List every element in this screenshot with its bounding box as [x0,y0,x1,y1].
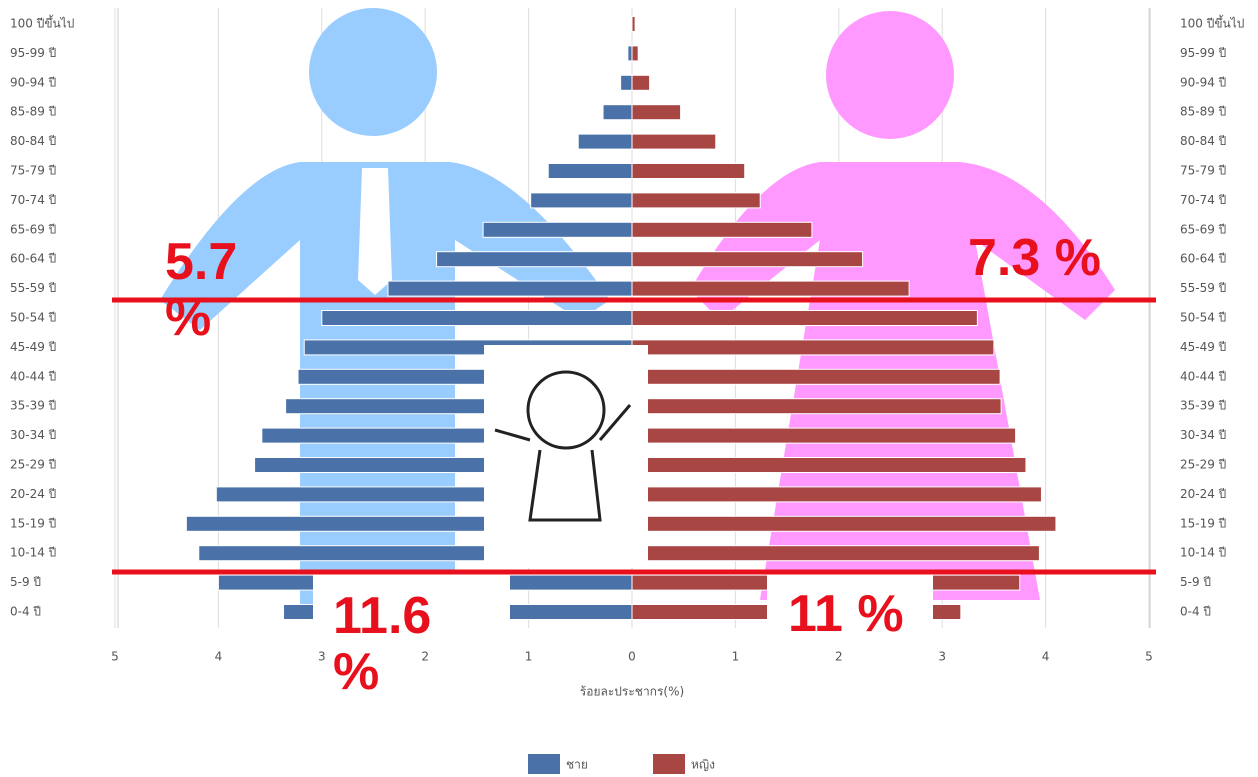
bar [631,16,636,32]
y-tick-label: 100 ปีขึ้นไป [1180,15,1244,31]
y-tick-label: 85-89 ปี [10,105,56,119]
legend-label: หญิง [691,758,715,772]
x-tick-label: 4 [215,650,223,664]
y-tick-label: 80-84 ปี [10,134,56,148]
y-tick-label: 25-29 ปี [1180,458,1226,472]
bar [482,221,633,238]
annotation: 11 % [788,585,904,643]
bar [547,163,633,179]
y-tick-label: 30-34 ปี [10,428,56,442]
illustration [484,345,648,568]
axis-title: ร้อยละประชากร(%) [580,685,684,699]
y-tick-label: 10-14 ปี [1180,546,1226,560]
x-tick-label: 2 [421,650,429,664]
y-tick-label: 70-74 ปี [10,193,56,207]
y-tick-label: 10-14 ปี [10,546,56,560]
y-tick-label: 60-64 ปี [10,252,56,266]
x-tick-label: 2 [835,650,843,664]
y-tick-label: 25-29 ปี [10,458,56,472]
y-tick-label: 35-39 ปี [1180,399,1226,413]
y-tick-label: 5-9 ปี [1180,575,1211,589]
y-tick-label: 45-49 ปี [10,340,56,354]
y-tick-label: 40-44 ปี [1180,369,1226,383]
x-tick-label: 1 [525,650,533,664]
y-tick-label: 60-64 ปี [1180,252,1226,266]
y-tick-label: 65-69 ปี [1180,222,1226,236]
bar [577,133,633,150]
y-tick-label: 20-24 ปี [10,487,56,501]
annotation: 11.6 % [333,587,432,701]
bar [631,133,717,150]
x-tick-label: 0 [628,650,636,664]
y-tick-label: 45-49 ปี [1180,340,1226,354]
bar [631,339,995,356]
bar [631,104,682,121]
bar [631,398,1002,415]
bar [631,427,1017,444]
bar [321,310,633,326]
cover [313,572,510,642]
bar [627,45,633,62]
y-tick-label: 0-4 ปี [10,605,41,619]
y-tick-label: 65-69 ปี [10,222,56,236]
x-tick-label: 5 [1145,650,1153,664]
bar [631,515,1057,532]
y-tick-label: 90-94 ปี [1180,75,1226,89]
bar [631,280,910,297]
y-tick-label: 35-39 ปี [10,399,56,413]
y-tick-label: 20-24 ปี [1180,487,1226,501]
bar [631,545,1040,562]
y-tick-label: 100 ปีขึ้นไป [10,15,74,31]
annotation: 5.7 % [165,233,238,347]
bar [631,192,761,209]
bar [631,310,978,326]
y-tick-label: 55-59 ปี [10,281,56,295]
bar [602,104,633,121]
bar [631,368,1001,385]
y-tick-label: 85-89 ปี [1180,105,1226,119]
y-tick-label: 50-54 ปี [10,311,56,325]
bar [631,45,639,62]
y-tick-label: 95-99 ปี [1180,46,1226,60]
y-tick-label: 80-84 ปี [1180,134,1226,148]
legend-swatch [528,754,560,774]
y-tick-label: 0-4 ปี [1180,605,1211,619]
x-tick-label: 5 [111,650,119,664]
y-tick-label: 15-19 ปี [1180,516,1226,530]
y-tick-label: 30-34 ปี [1180,428,1226,442]
y-tick-label: 50-54 ปี [1180,311,1226,325]
annotation: 7.3 % [968,229,1101,287]
legend-label: ชาย [566,758,588,772]
bar [631,74,651,91]
x-tick-label: 3 [318,650,326,664]
y-tick-label: 90-94 ปี [10,75,56,89]
cover [767,572,933,632]
y-tick-label: 70-74 ปี [1180,193,1226,207]
bar [631,163,746,179]
x-tick-label: 1 [732,650,740,664]
y-tick-label: 75-79 ปี [1180,164,1226,178]
bar [631,221,813,238]
bar [530,192,633,209]
illustration [526,370,606,450]
bar [620,74,633,91]
bar [631,486,1042,503]
legend-swatch [653,754,685,774]
bar [387,280,633,297]
y-tick-label: 55-59 ปี [1180,281,1226,295]
bar [631,457,1027,473]
y-tick-label: 95-99 ปี [10,46,56,60]
x-tick-label: 4 [1042,650,1050,664]
y-tick-label: 15-19 ปี [10,516,56,530]
x-tick-label: 3 [938,650,946,664]
bar [631,251,864,268]
y-tick-label: 5-9 ปี [10,575,41,589]
y-tick-label: 40-44 ปี [10,369,56,383]
bar [436,251,633,268]
illustration [494,404,632,522]
y-tick-label: 75-79 ปี [10,164,56,178]
